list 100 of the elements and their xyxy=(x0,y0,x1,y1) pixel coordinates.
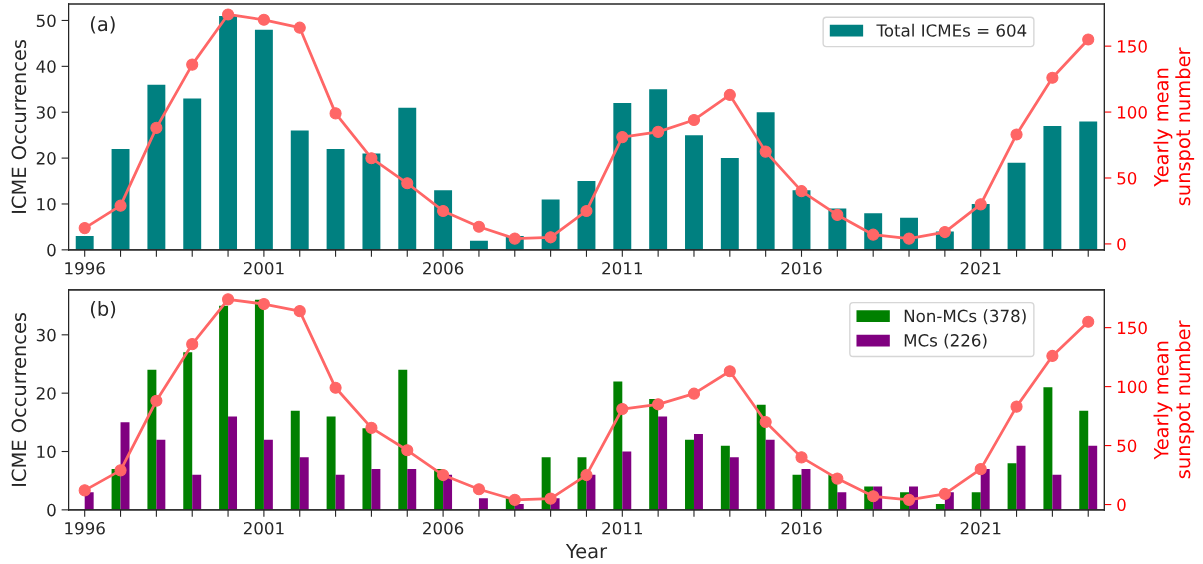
y2-tick-label: 0 xyxy=(1117,498,1126,512)
y-tick-label: 10 xyxy=(37,445,56,459)
bar xyxy=(1043,125,1062,250)
bar xyxy=(792,474,802,510)
annotation: (a) xyxy=(90,16,115,34)
point xyxy=(723,365,736,378)
point xyxy=(437,468,450,482)
bar xyxy=(299,457,309,510)
y-tick-label: 30 xyxy=(36,328,56,342)
x-tick-label: 2001 xyxy=(243,261,284,275)
point xyxy=(1082,33,1095,46)
bar xyxy=(1016,445,1026,510)
point xyxy=(723,88,736,101)
bar xyxy=(263,439,273,510)
bar xyxy=(765,439,775,510)
y2-axis-title: Yearly mean sunspot number xyxy=(1153,47,1195,206)
y-tick-label: 0 xyxy=(47,503,56,517)
point xyxy=(902,493,916,506)
bar xyxy=(219,305,229,510)
y-tick-label: 10 xyxy=(37,197,56,211)
point xyxy=(257,13,270,26)
bar xyxy=(658,416,668,510)
point xyxy=(150,121,163,134)
bar xyxy=(478,498,488,510)
x-tick-label: 2006 xyxy=(423,521,464,535)
y-tick-label: 30 xyxy=(36,106,56,119)
x-tick-label: 2006 xyxy=(423,261,464,275)
bar xyxy=(729,457,739,510)
bar xyxy=(398,369,408,510)
point xyxy=(437,204,450,218)
y-tick-label: 50 xyxy=(36,14,56,28)
point xyxy=(365,152,378,165)
bar xyxy=(362,153,381,250)
point xyxy=(759,415,772,429)
point xyxy=(1010,128,1023,141)
bar xyxy=(147,369,157,510)
point xyxy=(186,338,199,351)
x-tick-label: 2016 xyxy=(781,521,822,535)
point xyxy=(186,58,199,71)
point xyxy=(472,220,486,233)
bar xyxy=(980,469,990,510)
x-axis-title: Year xyxy=(565,543,608,559)
point xyxy=(221,8,235,21)
bar xyxy=(326,148,345,250)
bar xyxy=(971,203,990,250)
y2-tick-label: 150 xyxy=(1117,321,1147,335)
point xyxy=(257,297,270,311)
y2-axis-title: Yearly mean sunspot number xyxy=(1153,320,1195,479)
y2-tick-label: 150 xyxy=(1117,40,1147,53)
point xyxy=(401,444,414,457)
legend-label: Total ICMEs = 604 xyxy=(876,23,1027,37)
x-tick-label: 2016 xyxy=(781,261,822,275)
bar xyxy=(1079,410,1089,510)
point xyxy=(544,492,557,505)
x-tick-label: 1996 xyxy=(65,261,105,275)
point xyxy=(329,107,342,120)
point xyxy=(472,483,486,496)
bar xyxy=(685,439,694,510)
point xyxy=(150,394,163,407)
point xyxy=(508,493,521,506)
bar xyxy=(156,439,166,510)
point xyxy=(544,231,557,244)
bar xyxy=(1079,121,1098,250)
y-tick-label: 0 xyxy=(47,243,56,257)
point xyxy=(293,21,306,34)
bar xyxy=(371,469,381,510)
y2-tick-label: 100 xyxy=(1117,106,1147,119)
bar xyxy=(720,445,730,510)
y2-tick-label: 0 xyxy=(1117,237,1126,251)
x-tick-label: 2021 xyxy=(960,261,1001,275)
x-tick-label: 2011 xyxy=(602,261,642,275)
bar xyxy=(75,236,94,250)
bar xyxy=(613,381,623,510)
point xyxy=(652,398,665,411)
point xyxy=(78,222,91,235)
legend-label: Non-MCs (378) xyxy=(904,309,1026,325)
point xyxy=(652,125,665,138)
point xyxy=(974,463,987,476)
point xyxy=(687,113,701,127)
x-tick-label: 2011 xyxy=(602,521,642,535)
bar xyxy=(1043,387,1053,510)
point xyxy=(329,381,342,394)
bar xyxy=(971,492,981,510)
point xyxy=(1010,400,1023,413)
bar xyxy=(192,474,202,510)
bar xyxy=(1052,474,1062,510)
x-tick-label: 2001 xyxy=(243,521,284,535)
point xyxy=(580,468,593,482)
bar xyxy=(756,112,775,250)
bar xyxy=(228,416,238,510)
point xyxy=(114,464,127,477)
legend-label: MCs (226) xyxy=(904,333,987,349)
bar xyxy=(649,399,659,510)
bar xyxy=(362,428,372,510)
point xyxy=(293,305,306,318)
x-tick-label: 2021 xyxy=(960,521,1001,535)
point xyxy=(795,451,808,464)
point xyxy=(78,484,91,497)
point xyxy=(114,199,127,212)
bar xyxy=(622,451,632,510)
